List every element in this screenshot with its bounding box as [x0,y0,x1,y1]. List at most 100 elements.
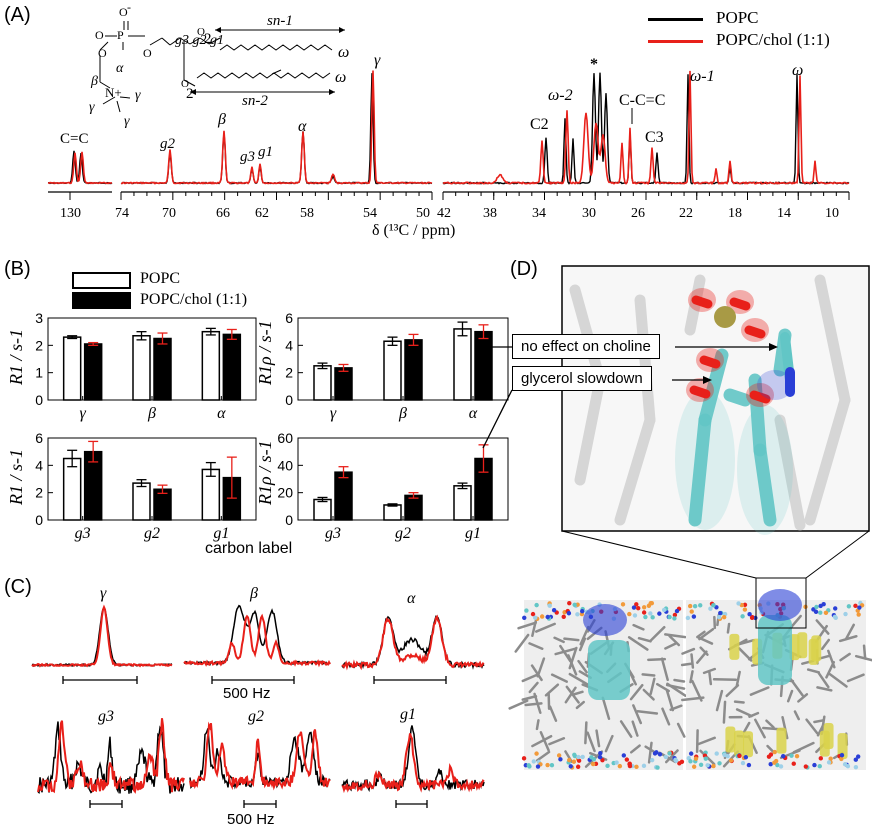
bilayer-chol-chain-86 [697,736,716,746]
bilayer-popc-headgroup-93 [634,764,639,770]
chain-haze [737,405,793,535]
bilayer-chol-chain-8 [838,634,858,643]
oxygen-atom-2 [691,295,713,309]
bilayer-popc-chain-1 [627,636,649,651]
tick-a2-66: 66 [216,206,230,221]
bilayer-popc-headgroup-71 [657,752,663,757]
bg-lipid-stick-4 [814,274,851,406]
mol-o-bottom: O [98,46,107,60]
chart3-ytick-label: 2 [35,485,43,501]
spectrum-chol-cc [47,151,113,185]
bilayer-chol-headgroup-95 [768,752,774,757]
bilayer-chol-headgroup-48 [742,607,748,612]
bilayer-chol-chain-66 [726,622,731,634]
bilayer-chol-chain-4 [789,614,802,629]
bilayer-chol-headgroup-50 [853,603,858,609]
tick-a2-54: 54 [363,206,377,221]
mol-glycerol-labels: g3 g2 g1 [175,33,224,48]
bilayer-popc-chain-72 [673,678,686,683]
bilayer-chol-headgroup-116 [688,751,694,756]
bilayer-popc-chain-12 [521,695,538,701]
bilayer-popc-headgroup-32 [643,614,648,620]
panel-a-x-label: δ (¹³C / ppm) [372,222,456,239]
bilayer-popc-headgroup-34 [547,603,552,608]
chart3-category-label: g3 [75,525,91,542]
mol-gamma-1: γ [89,100,95,115]
mol-chain-sn1 [219,44,333,51]
bilayer-popc-headgroup-87 [655,765,660,770]
bilayer-chol-headgroup-108 [728,758,734,763]
peak-label-gamma: γ [374,52,381,69]
chart1-ytick-label: 0 [35,392,43,408]
peak-label-star: * [590,56,598,73]
bilayer-chol-headgroup-106 [839,752,845,758]
bilayer-popc-chain-35 [649,677,656,696]
mol-p: P [117,28,124,42]
bilayer-chol-cholesterol-7 [823,723,834,750]
bilayer-chol-headgroup-83 [691,764,697,769]
bilayer-chol-headgroup-89 [853,764,859,770]
bilayer-popc-chain-28 [553,636,565,644]
bg-lipid-stick-7 [774,414,806,531]
bilayer-chol-headgroup-36 [821,602,826,607]
cyan-chain-3 [753,443,777,527]
legend-b-popc-swatch [72,272,131,289]
bilayer-chol-headgroup-80 [818,756,823,761]
tick-a3-14: 14 [777,206,791,221]
bilayer-popc-chain-56 [524,702,543,707]
panel-a-legend: POPC POPC/chol (1:1) [648,8,863,52]
bilayer-chol-headgroup-86 [743,755,749,760]
chart2-ytick-label: 6 [285,310,293,326]
bilayer-chol-headgroup-33 [721,614,727,620]
tick-a1-130: 130 [60,206,81,221]
tick-a2-74: 74 [115,206,129,221]
bilayer-chol-headgroup-61 [855,754,861,759]
annot-arrowhead-1 [769,343,778,351]
bilayer-popc-chain-79 [665,689,675,712]
chart3-category-label: g1 [213,525,229,542]
bilayer-chol-headgroup-77 [703,756,708,761]
bilayer-popc-chain-34 [536,657,546,678]
bilayer-chol-headgroup-102 [688,759,693,764]
bilayer-popc-headgroup-6 [522,615,527,620]
bilayer-chol-headgroup-107 [698,762,704,768]
bilayer-popc-headgroup-77 [605,763,610,769]
mol-double-bond [271,69,282,75]
bilayer-popc-chain-81 [578,637,587,652]
bilayer-popc-headgroup-75 [679,759,685,764]
tick-a3-30: 30 [582,206,596,221]
bilayer-chol-chain-60 [815,619,830,635]
bilayer-chol-cholesterol-1 [743,731,754,758]
bilayer-popc-headgroup-113 [590,761,596,767]
bilayer-chol-chain-46 [813,719,824,724]
bilayer-popc-chain-65 [668,634,681,647]
bilayer-chol-headgroup-93 [794,753,800,759]
c-beta-chol [183,613,331,668]
bilayer-chol-chain-79 [854,654,872,662]
chart2-category-label: α [469,405,478,422]
highlight-lipid-popc [588,640,630,700]
bilayer-popc-headgroup-83 [617,763,623,769]
bilayer-chol-chain-50 [681,647,696,655]
panel-c-scale-label-1: 500 Hz [223,685,271,702]
bilayer-chol-headgroup-76 [812,762,817,768]
bilayer-chol-chain-35 [715,689,724,712]
bilayer-popc-chain-49 [642,688,655,701]
zoom-connector-right [805,530,870,579]
bilayer-popc-chain-47 [676,722,686,738]
bilayer-chol-headgroup-57 [711,603,716,608]
oxygen-atom-1 [744,325,766,339]
bilayer-popc-chain-38 [601,696,611,720]
bilayer-chol-chain-45 [742,721,751,734]
annot-leader-2 [482,389,513,449]
oxygen-atom-0 [729,297,751,311]
c-g1-chol [341,733,485,794]
bilayer-popc-headgroup-30 [561,614,566,620]
bilayer-popc-chain-68 [664,633,687,639]
bg-lipid-stick-2 [634,294,656,426]
bilayer-popc-headgroup-76 [558,757,563,762]
tick-a3-18: 18 [728,206,742,221]
bilayer-popc-chain-70 [619,720,633,738]
panel-c-label-beta: β [250,585,258,602]
oxygen-atom-5 [689,385,711,399]
